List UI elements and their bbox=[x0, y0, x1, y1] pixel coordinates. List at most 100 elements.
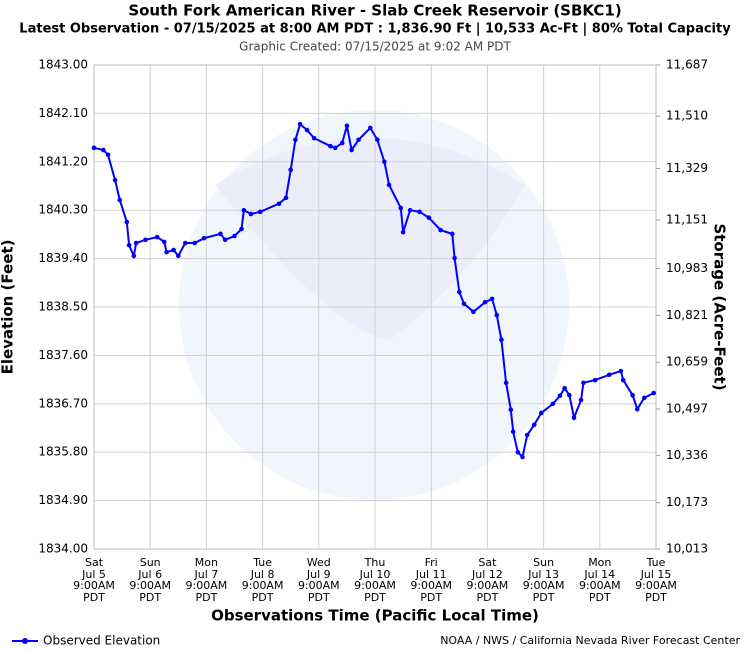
data-point bbox=[567, 392, 572, 398]
data-point bbox=[618, 368, 624, 374]
y2-tick-label: 10,013 bbox=[666, 542, 708, 556]
y2-tick-label: 10,173 bbox=[666, 495, 708, 509]
data-point bbox=[557, 393, 563, 399]
data-point bbox=[356, 137, 361, 143]
data-point bbox=[457, 289, 462, 295]
data-point bbox=[494, 312, 500, 318]
x-tick-label: Sat Jul 5 9:00AM PDT bbox=[73, 556, 115, 604]
y-tick-label: 1837.60 bbox=[38, 348, 88, 362]
data-point bbox=[515, 449, 521, 455]
y2-tick-label: 10,497 bbox=[666, 402, 708, 416]
data-point bbox=[293, 137, 298, 143]
data-point bbox=[417, 209, 422, 215]
x-axis-label: Observations Time (Pacific Local Time) bbox=[211, 607, 539, 625]
y2-tick-label: 11,151 bbox=[666, 212, 708, 226]
y2-tick-label: 11,329 bbox=[666, 161, 708, 175]
data-point bbox=[332, 145, 338, 151]
data-point bbox=[550, 401, 556, 407]
chart-subtitle: Latest Observation - 07/15/2025 at 8:00 … bbox=[19, 22, 731, 37]
data-point bbox=[503, 380, 509, 386]
data-point bbox=[143, 237, 148, 243]
legend-label: Observed Elevation bbox=[43, 634, 160, 648]
data-point bbox=[257, 209, 263, 215]
y-axis-label: Elevation (Feet) bbox=[0, 240, 17, 375]
footer: NOAA / NWS / California Nevada River For… bbox=[440, 634, 740, 647]
x-tick-label: Sun Jul 6 9:00AM PDT bbox=[129, 556, 172, 604]
data-point bbox=[538, 410, 544, 416]
y-tick-label: 1841.20 bbox=[38, 154, 88, 168]
data-point bbox=[620, 377, 626, 383]
x-tick-label: Tue Jul 8 9:00AM PDT bbox=[241, 556, 284, 604]
data-point bbox=[461, 301, 467, 307]
data-point bbox=[133, 240, 139, 246]
data-point bbox=[520, 454, 525, 460]
data-point bbox=[171, 247, 176, 253]
data-point bbox=[183, 240, 188, 246]
data-point bbox=[201, 235, 207, 241]
data-point bbox=[499, 337, 504, 343]
x-tick-label: Fri Jul 11 9:00AM PDT bbox=[410, 556, 453, 604]
data-point bbox=[641, 395, 647, 401]
data-point bbox=[438, 227, 443, 233]
data-point bbox=[283, 195, 289, 201]
data-point bbox=[634, 406, 640, 412]
data-point bbox=[117, 197, 123, 203]
x-tick-label: Sat Jul 12 9:00AM PDT bbox=[466, 556, 509, 604]
data-point bbox=[276, 201, 282, 207]
data-point bbox=[382, 159, 387, 165]
y-tick-label: 1842.10 bbox=[38, 106, 88, 120]
x-tick-label: Sun Jul 13 9:00AM PDT bbox=[522, 556, 565, 604]
y-tick-label: 1834.90 bbox=[38, 493, 88, 507]
y-tick-label: 1835.80 bbox=[38, 445, 88, 459]
data-point bbox=[297, 121, 303, 127]
data-point bbox=[524, 432, 530, 438]
data-point bbox=[222, 237, 228, 243]
y-tick-label: 1843.00 bbox=[38, 58, 88, 72]
data-point bbox=[192, 240, 197, 246]
data-point bbox=[471, 309, 476, 315]
data-point bbox=[126, 242, 132, 248]
x-tick-label: Wed Jul 9 9:00AM PDT bbox=[297, 556, 340, 604]
y-tick-label: 1838.50 bbox=[38, 300, 88, 314]
data-point bbox=[452, 255, 457, 261]
created-note: Graphic Created: 07/15/2025 at 9:02 AM P… bbox=[239, 40, 511, 54]
data-point bbox=[164, 249, 169, 255]
y2-axis-label: Storage (Acre-Feet) bbox=[711, 223, 729, 390]
data-point bbox=[304, 127, 310, 133]
y2-tick-label: 10,821 bbox=[666, 308, 708, 322]
data-point bbox=[112, 177, 118, 183]
data-point bbox=[508, 407, 514, 413]
y-tick-label: 1840.30 bbox=[38, 203, 88, 217]
data-point bbox=[124, 219, 130, 225]
plot-frame bbox=[93, 64, 657, 550]
data-point bbox=[91, 145, 97, 151]
data-point bbox=[154, 234, 160, 240]
data-point bbox=[232, 233, 237, 239]
data-point bbox=[489, 296, 495, 302]
x-tick-label: Mon Jul 14 9:00AM PDT bbox=[578, 556, 621, 604]
data-point bbox=[105, 152, 111, 158]
y2-tick-label: 11,510 bbox=[666, 109, 708, 123]
data-point bbox=[510, 429, 516, 435]
data-point bbox=[339, 140, 345, 146]
data-point bbox=[581, 380, 586, 386]
data-point bbox=[407, 207, 413, 213]
data-point bbox=[328, 143, 333, 149]
data-point bbox=[218, 231, 223, 237]
data-point bbox=[176, 253, 181, 259]
x-tick-label: Mon Jul 7 9:00AM PDT bbox=[185, 556, 228, 604]
y2-tick-label: 11,687 bbox=[666, 58, 708, 72]
data-point bbox=[449, 231, 455, 237]
data-point bbox=[344, 123, 350, 129]
data-point bbox=[531, 422, 537, 428]
x-tick-label: Tue Jul 15 9:00AM PDT bbox=[635, 556, 677, 604]
x-tick-label: Thu Jul 10 9:00AM PDT bbox=[354, 556, 396, 604]
data-point bbox=[349, 147, 354, 153]
data-point bbox=[386, 182, 392, 188]
data-point bbox=[131, 253, 137, 259]
y2-tick-label: 10,983 bbox=[666, 261, 708, 275]
chart-title: South Fork American River - Slab Creek R… bbox=[128, 2, 621, 20]
data-point bbox=[288, 167, 294, 173]
data-point bbox=[400, 229, 406, 235]
data-point bbox=[239, 226, 244, 232]
